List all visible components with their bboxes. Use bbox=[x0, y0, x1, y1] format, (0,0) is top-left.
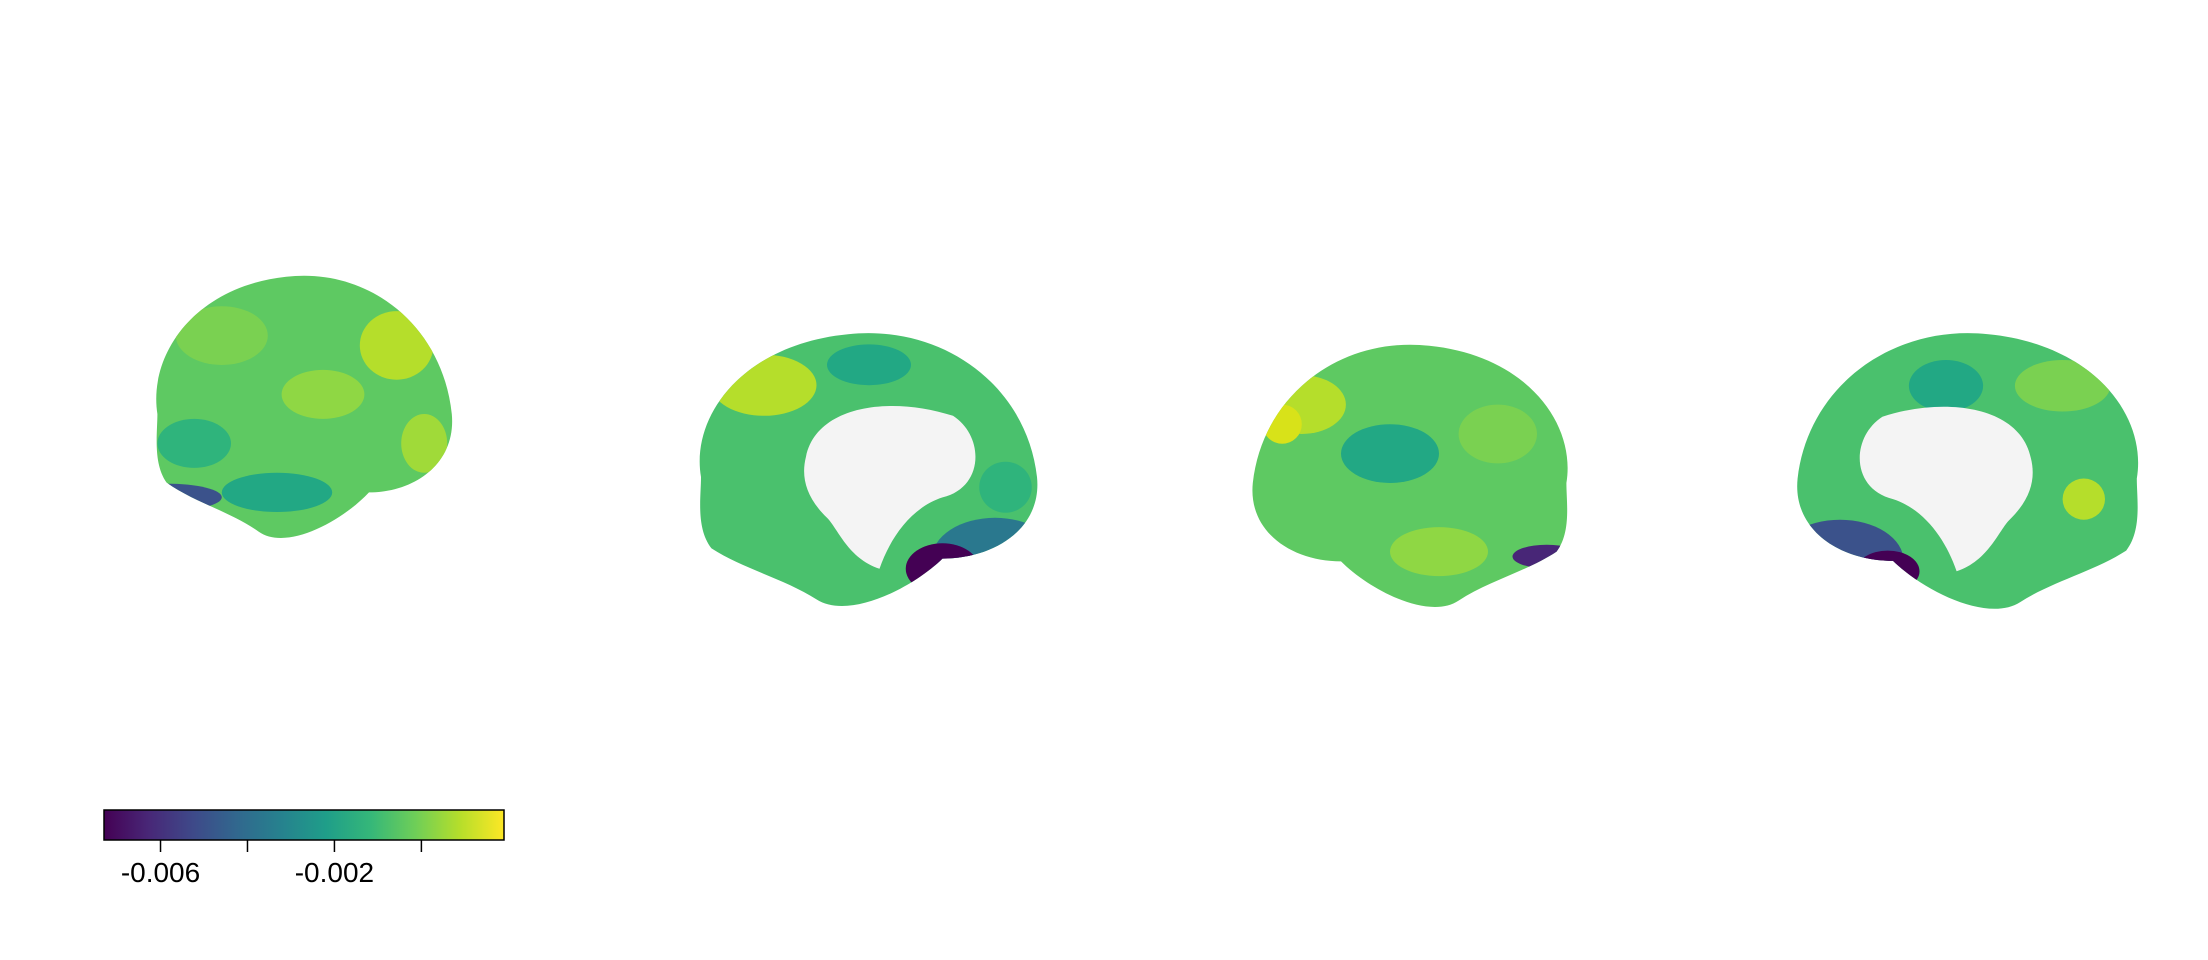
colorbar: -0.006 -0.002 bbox=[103, 809, 505, 888]
colorbar-gradient bbox=[103, 809, 505, 841]
brain-right-lateral bbox=[1252, 344, 1568, 607]
brain-left-lateral bbox=[156, 275, 453, 538]
brain-left-medial bbox=[699, 333, 1038, 607]
tick-label: -0.002 bbox=[295, 857, 374, 888]
tick-label: -0.006 bbox=[121, 857, 200, 888]
brain-right-medial bbox=[1797, 333, 2139, 609]
